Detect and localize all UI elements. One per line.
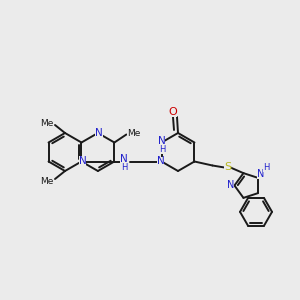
Text: N: N [257, 169, 265, 179]
Text: S: S [224, 163, 231, 172]
Text: N: N [120, 154, 128, 164]
Text: O: O [169, 107, 177, 117]
Text: N: N [227, 181, 234, 190]
Text: N: N [95, 128, 103, 138]
Text: Me: Me [40, 176, 54, 185]
Text: N: N [157, 157, 164, 166]
Text: Me: Me [127, 129, 140, 138]
Text: N: N [158, 136, 165, 146]
Text: Me: Me [40, 118, 54, 127]
Text: H: H [159, 145, 166, 154]
Text: H: H [263, 164, 269, 172]
Text: H: H [121, 163, 128, 172]
Text: N: N [79, 155, 86, 166]
